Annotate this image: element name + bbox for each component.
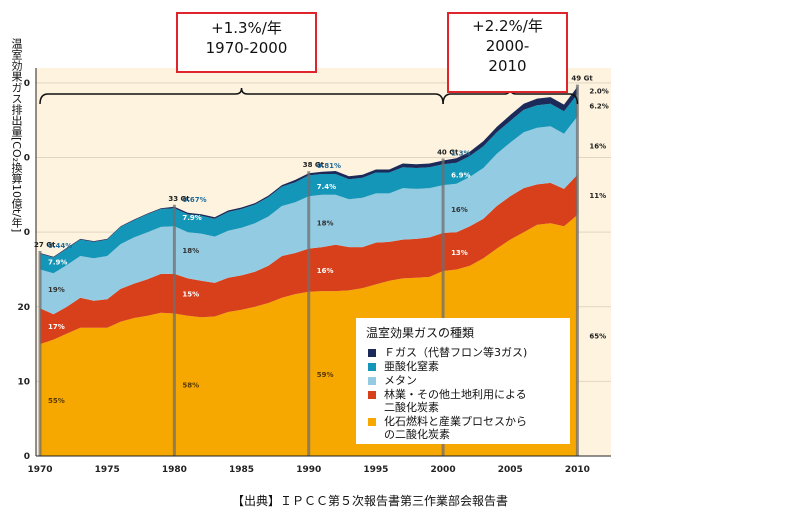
share-label-1970-1: 17%: [48, 323, 65, 331]
callout-period: 1970-2000: [205, 39, 288, 57]
x-tick-1980: 1980: [162, 465, 187, 475]
x-tick-1985: 1985: [229, 465, 254, 475]
y-tick-20: 20: [17, 303, 30, 313]
brace-1970-2000: [39, 87, 444, 105]
total-label-1980: 33 Gt: [168, 195, 190, 203]
x-tick-labels: 1970 1975 1980 1985 1990 1995 2000 2005 2010: [27, 465, 589, 475]
legend-label: Ｆガス（代替フロン等3ガス): [384, 346, 528, 359]
share-label-2010-3: 6.2%: [589, 102, 608, 110]
share-label-2000-3: 6.9%: [451, 172, 470, 180]
share-label-1980-2: 18%: [182, 247, 199, 255]
share-label-2010-4: 2.0%: [589, 88, 608, 96]
legend-swatch: [368, 349, 376, 357]
callout-rate: +2.2%/年: [472, 17, 543, 35]
total-label-1970: 27 Gt: [34, 241, 56, 249]
x-tick-2010: 2010: [565, 465, 590, 475]
legend-swatch: [368, 391, 376, 399]
y-tick-0: 0: [24, 452, 30, 462]
x-tick-2000: 2000: [431, 465, 456, 475]
share-label-1990-2: 18%: [317, 219, 334, 227]
y-tick-40: 0: [24, 154, 30, 164]
share-label-2000-1: 13%: [451, 249, 468, 257]
growth-callout-1970-2000: +1.3%/年 1970-2000: [176, 12, 317, 73]
growth-callout-2000-2010: +2.2%/年 2000- 2010: [447, 12, 568, 93]
x-tick-1990: 1990: [296, 465, 321, 475]
callout-period-end: 2010: [488, 57, 527, 75]
total-label-1990: 38 Gt: [303, 161, 325, 169]
y-tick-labels: 0 10 20 0 0 0: [17, 79, 30, 462]
total-label-2010: 49 Gt: [571, 75, 593, 83]
share-label-1970-2: 19%: [48, 286, 65, 294]
share-labels: 27 Gt 55% 17% 19% 7.9% 0.44% 33 Gt 58% 15% 18% 7.9…: [34, 75, 609, 405]
share-label-1980-0: 58%: [182, 382, 199, 390]
source-citation: 【出典】ＩＰＣＣ第５次報告書第三作業部会報告書: [232, 494, 509, 508]
share-label-2010-2: 16%: [589, 143, 606, 151]
x-tick-2005: 2005: [498, 465, 523, 475]
share-label-2010-1: 11%: [589, 192, 606, 200]
y-tick-10: 10: [17, 377, 30, 387]
share-label-1980-4: 0.67%: [182, 196, 206, 204]
share-label-2000-2: 16%: [451, 206, 468, 214]
total-label-2000: 40 Gt: [437, 149, 459, 157]
legend-label: 亜酸化窒素: [384, 360, 439, 373]
share-label-1970-0: 55%: [48, 397, 65, 405]
share-label-2010-0: 65%: [589, 332, 606, 340]
x-tick-1995: 1995: [363, 465, 388, 475]
share-label-1970-3: 7.9%: [48, 259, 67, 267]
share-label-1990-0: 59%: [317, 371, 334, 379]
callout-period-start: 2000-: [485, 37, 530, 55]
callout-rate: +1.3%/年: [211, 19, 282, 37]
share-label-1990-1: 16%: [317, 267, 334, 275]
marker-lines: [38, 84, 579, 456]
legend-swatch: [368, 377, 376, 385]
x-tick-1970: 1970: [27, 465, 52, 475]
y-tick-50: 0: [24, 79, 30, 89]
legend-label: 化石燃料と産業プロセスから の二酸化炭素: [384, 415, 527, 441]
legend-label: メタン: [384, 374, 417, 387]
legend-title: 温室効果ガスの種類: [366, 326, 475, 340]
legend: 温室効果ガスの種類 Ｆガス（代替フロン等3ガス) 亜酸化窒素 メタン 林業・その…: [356, 318, 570, 444]
legend-label: 林業・その他土地利用による 二酸化炭素: [384, 388, 527, 414]
share-label-2000-4: 1.3%: [451, 150, 470, 158]
share-label-1980-3: 7.9%: [182, 214, 201, 222]
share-label-1970-4: 0.44%: [48, 242, 72, 250]
y-axis-label: 温室効果ガス排出量[CO₂換算10億t/年]: [10, 38, 23, 233]
x-tick-1975: 1975: [95, 465, 120, 475]
share-label-1980-1: 15%: [182, 291, 199, 299]
legend-swatch: [368, 363, 376, 371]
y-tick-30: 0: [24, 228, 30, 238]
legend-swatch: [368, 418, 376, 426]
share-label-1990-3: 7.4%: [317, 183, 336, 191]
share-label-1990-4: 0.81%: [317, 162, 341, 170]
